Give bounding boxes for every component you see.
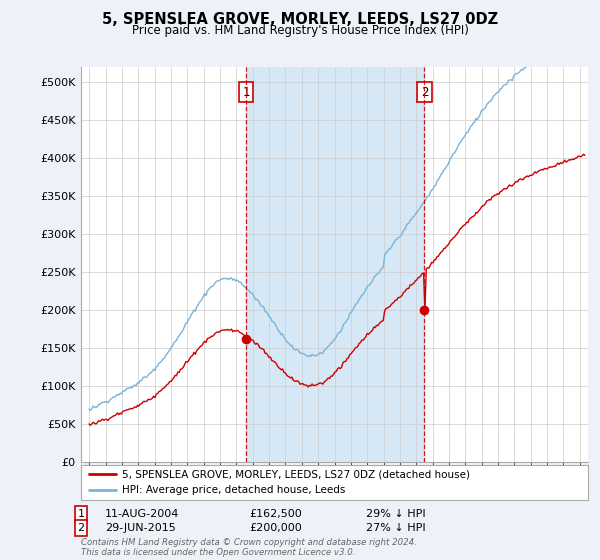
Text: £200,000: £200,000 <box>249 523 302 533</box>
Text: 27% ↓ HPI: 27% ↓ HPI <box>366 523 425 533</box>
Text: 5, SPENSLEA GROVE, MORLEY, LEEDS, LS27 0DZ: 5, SPENSLEA GROVE, MORLEY, LEEDS, LS27 0… <box>102 12 498 27</box>
Text: 2: 2 <box>77 523 85 533</box>
Text: Price paid vs. HM Land Registry's House Price Index (HPI): Price paid vs. HM Land Registry's House … <box>131 24 469 36</box>
Text: Contains HM Land Registry data © Crown copyright and database right 2024.
This d: Contains HM Land Registry data © Crown c… <box>81 538 417 557</box>
Text: 1: 1 <box>77 509 85 519</box>
Text: 5, SPENSLEA GROVE, MORLEY, LEEDS, LS27 0DZ (detached house): 5, SPENSLEA GROVE, MORLEY, LEEDS, LS27 0… <box>122 469 470 479</box>
Text: 29% ↓ HPI: 29% ↓ HPI <box>366 509 425 519</box>
Text: £162,500: £162,500 <box>249 509 302 519</box>
Text: 11-AUG-2004: 11-AUG-2004 <box>105 509 179 519</box>
Bar <box>246 67 424 462</box>
Text: HPI: Average price, detached house, Leeds: HPI: Average price, detached house, Leed… <box>122 485 345 495</box>
Text: 1: 1 <box>242 86 250 99</box>
Text: 2: 2 <box>421 86 428 99</box>
Text: 29-JUN-2015: 29-JUN-2015 <box>105 523 176 533</box>
